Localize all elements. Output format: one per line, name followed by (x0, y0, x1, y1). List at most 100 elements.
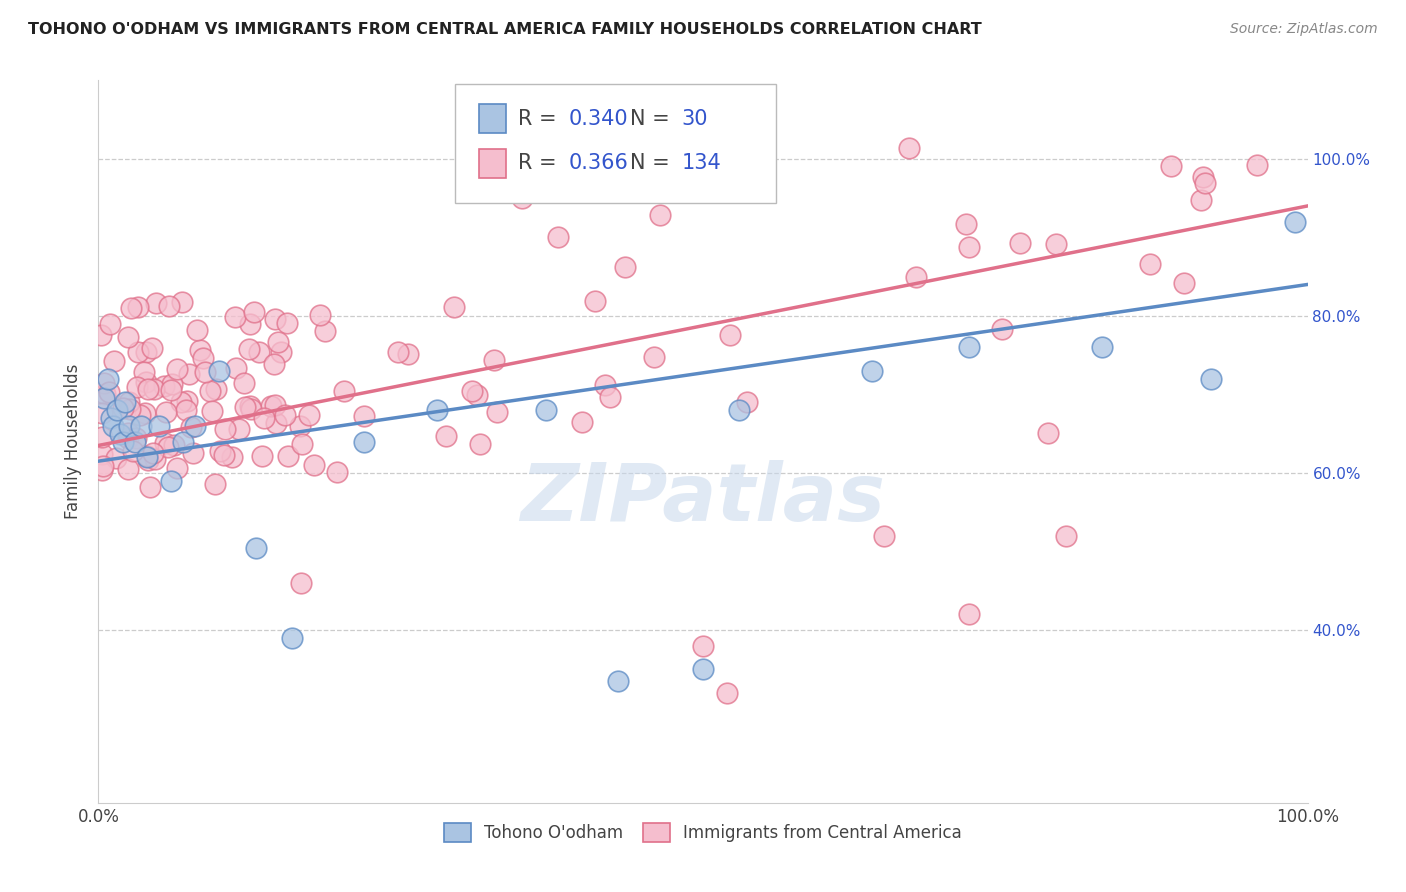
Point (957, 340, 980, 354)
Point (1054, 529, 1077, 543)
Point (957, 239, 980, 253)
Point (264, 311, 287, 326)
Point (124, 434, 146, 449)
Point (239, 317, 262, 331)
Point (117, 462, 139, 476)
Point (238, 342, 260, 356)
Point (728, 403, 751, 417)
Point (1091, 340, 1114, 354)
Point (485, 405, 508, 419)
Point (276, 316, 298, 330)
Y-axis label: Family Households: Family Households (65, 364, 83, 519)
Point (174, 402, 197, 417)
Point (145, 295, 167, 310)
Point (1173, 276, 1195, 290)
Text: 0.366: 0.366 (569, 153, 628, 173)
Point (434, 429, 457, 443)
Point (250, 450, 273, 464)
Point (114, 395, 136, 409)
Point (1246, 157, 1268, 171)
Point (247, 345, 270, 359)
Point (233, 401, 256, 415)
Point (172, 434, 194, 449)
Point (135, 450, 157, 465)
Point (263, 357, 285, 371)
Point (142, 446, 165, 460)
Text: 30: 30 (682, 109, 707, 128)
Point (252, 411, 274, 425)
Point (135, 375, 157, 389)
Point (118, 394, 141, 409)
Point (103, 354, 125, 368)
Point (170, 395, 193, 409)
Point (143, 452, 166, 467)
Point (100, 411, 122, 425)
Point (129, 408, 152, 422)
Point (242, 304, 264, 318)
Point (91, 459, 114, 474)
Point (136, 453, 159, 467)
Point (104, 450, 127, 465)
Point (166, 361, 188, 376)
Point (135, 449, 157, 463)
Text: R =: R = (517, 109, 564, 128)
Point (141, 341, 163, 355)
Point (599, 390, 621, 404)
Point (860, 364, 883, 378)
Point (692, 662, 714, 676)
Point (108, 426, 131, 441)
Point (134, 365, 156, 379)
Point (290, 437, 312, 451)
Point (1038, 425, 1060, 440)
Point (208, 444, 231, 458)
Point (274, 409, 297, 423)
Point (281, 631, 304, 645)
Point (239, 399, 262, 413)
Point (97, 372, 120, 386)
Point (225, 361, 247, 376)
Point (184, 418, 207, 433)
Point (160, 376, 183, 391)
Point (468, 437, 491, 451)
Point (990, 322, 1012, 336)
Point (93, 387, 115, 401)
Point (127, 300, 149, 314)
Point (240, 402, 263, 417)
Point (155, 405, 177, 419)
Point (264, 398, 287, 412)
Point (93, 392, 115, 406)
Point (153, 379, 176, 393)
Point (201, 404, 224, 418)
Point (1160, 159, 1182, 173)
Text: Source: ZipAtlas.com: Source: ZipAtlas.com (1230, 22, 1378, 37)
Point (100, 317, 122, 331)
Point (136, 382, 159, 396)
Text: TOHONO O'ODHAM VS IMMIGRANTS FROM CENTRAL AMERICA FAMILY HOUSEHOLDS CORRELATION : TOHONO O'ODHAM VS IMMIGRANTS FROM CENTRA… (28, 22, 981, 37)
Point (208, 364, 231, 378)
Point (266, 335, 288, 350)
Point (157, 299, 180, 313)
Point (955, 217, 977, 231)
Point (718, 328, 741, 343)
Point (153, 436, 176, 450)
Point (194, 365, 217, 379)
Point (270, 345, 292, 359)
Point (643, 350, 665, 364)
Point (288, 418, 311, 433)
Point (1192, 170, 1215, 185)
Point (443, 300, 465, 314)
Legend: Tohono O'odham, Immigrants from Central America: Tohono O'odham, Immigrants from Central … (437, 816, 969, 848)
Text: N =: N = (630, 153, 676, 173)
Point (571, 416, 593, 430)
Point (204, 382, 226, 396)
Point (387, 344, 409, 359)
Point (101, 418, 124, 433)
Point (290, 575, 312, 590)
Point (181, 446, 204, 460)
Point (111, 434, 134, 449)
Point (125, 431, 148, 445)
Point (118, 418, 141, 433)
Point (135, 344, 157, 359)
Point (191, 351, 214, 365)
Point (266, 416, 288, 430)
